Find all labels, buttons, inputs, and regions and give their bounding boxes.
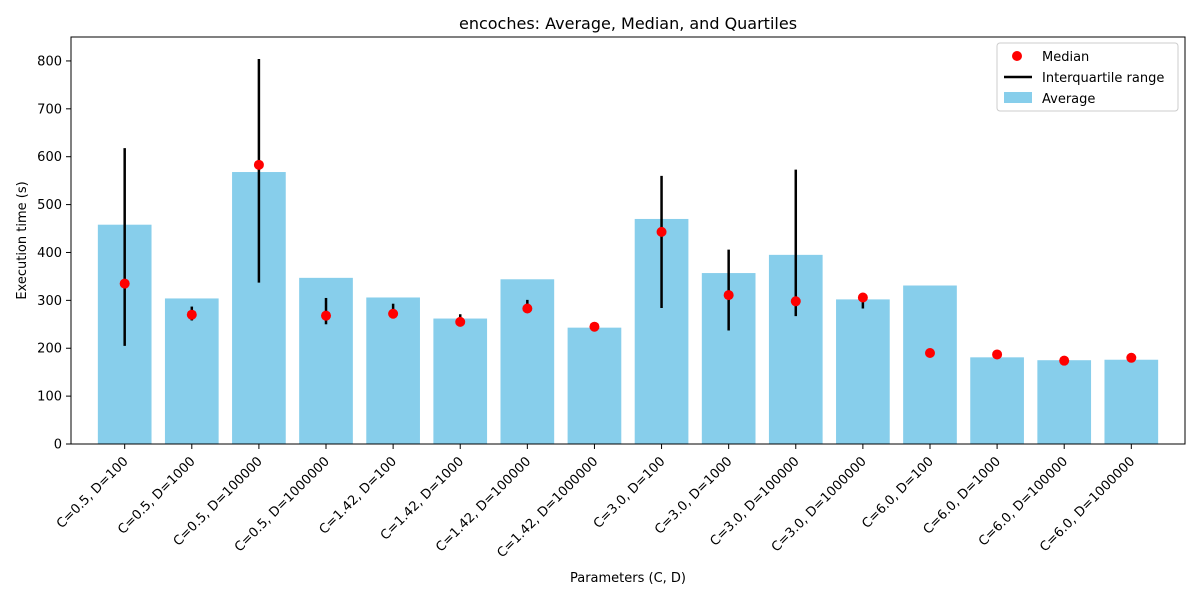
average-bar: [164, 298, 219, 444]
legend-median-marker: [1012, 51, 1022, 61]
average-bar: [836, 299, 890, 444]
legend-median-label: Median: [1042, 50, 1089, 65]
x-tick-label: C=0.5, D=100: [54, 454, 132, 532]
y-tick-label: 100: [37, 390, 62, 405]
y-tick-label: 800: [37, 54, 62, 69]
median-point: [253, 159, 264, 170]
median-point: [119, 278, 130, 289]
plot-frame: [70, 36, 1186, 445]
median-point: [992, 349, 1003, 360]
legend-box: [996, 42, 1179, 112]
median-point: [1126, 352, 1137, 363]
y-tick-label: 600: [37, 150, 62, 165]
median-point: [186, 309, 197, 320]
average-bar: [970, 357, 1024, 444]
average-bar: [567, 327, 622, 444]
chart-title: encoches: Average, Median, and Quartiles: [459, 14, 797, 33]
legend: Median Interquartile range Average: [996, 42, 1179, 112]
median-point: [522, 303, 533, 314]
medians-layer: [119, 159, 1137, 366]
legend-iqr-label: Interquartile range: [1042, 71, 1164, 86]
average-bar: [433, 318, 488, 444]
y-tick-label: 500: [37, 198, 62, 213]
y-axis-title: Execution time (s): [15, 181, 30, 299]
median-point: [589, 321, 600, 332]
bars-layer: [97, 172, 1159, 444]
median-point: [1059, 355, 1070, 366]
average-bar: [1104, 359, 1159, 444]
median-point: [656, 226, 667, 237]
x-axis-title: Parameters (C, D): [570, 571, 686, 586]
x-tick-label: C=3.0, D=100: [591, 454, 669, 532]
y-tick-label: 200: [37, 342, 62, 357]
median-point: [924, 348, 935, 359]
y-tick-label: 700: [37, 102, 62, 117]
average-bar: [903, 285, 957, 444]
median-point: [321, 310, 332, 321]
x-tick-label: C=6.0, D=100: [859, 454, 937, 532]
median-point: [455, 316, 466, 327]
legend-average-label: Average: [1042, 92, 1095, 107]
median-point: [723, 290, 734, 301]
median-point: [857, 292, 868, 303]
average-bar: [366, 297, 420, 444]
legend-average-marker: [1004, 92, 1032, 103]
average-bar: [1037, 360, 1092, 444]
y-tick-label: 300: [37, 294, 62, 309]
median-point: [388, 308, 399, 319]
y-tick-label: 0: [54, 438, 62, 453]
median-point: [790, 296, 801, 307]
y-tick-label: 400: [37, 246, 62, 261]
y-axis: 0 100 200 300 400 500 600 700 800: [37, 54, 71, 453]
